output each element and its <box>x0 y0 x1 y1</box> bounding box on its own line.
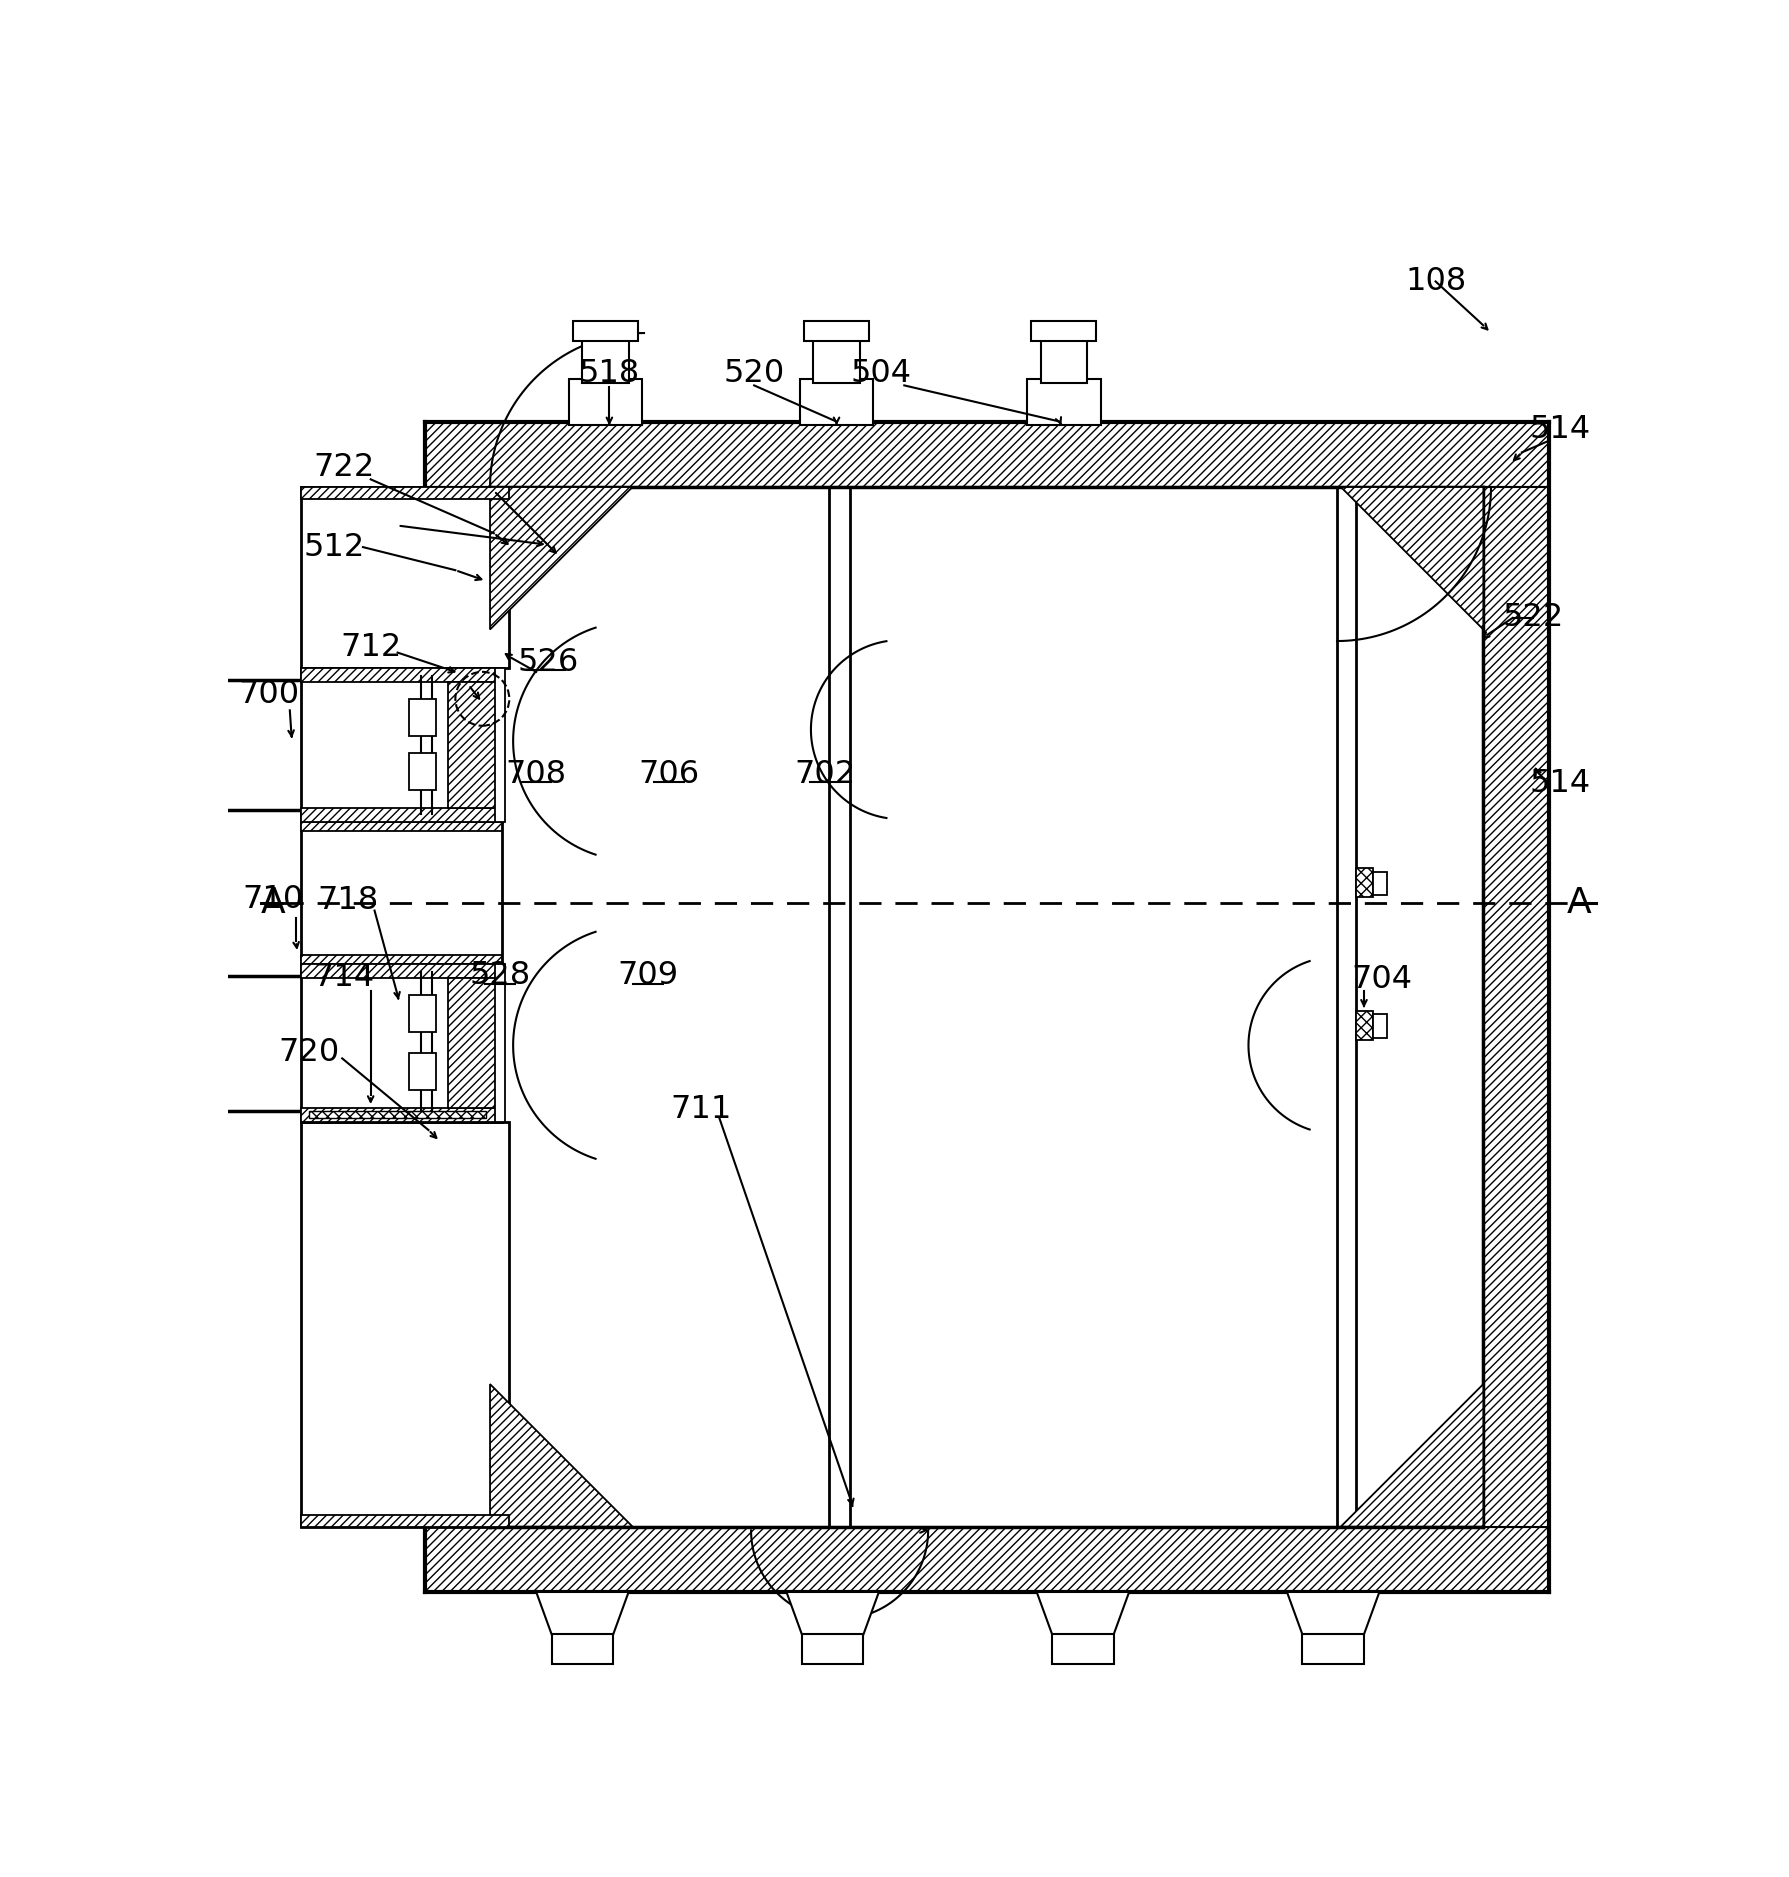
Text: 108: 108 <box>1404 267 1465 297</box>
Text: 522: 522 <box>1501 603 1564 633</box>
Bar <box>301 1515 510 1526</box>
Bar <box>496 668 504 822</box>
Text: 514: 514 <box>1530 413 1590 445</box>
Bar <box>301 965 501 1122</box>
Polygon shape <box>490 486 632 629</box>
Text: 512: 512 <box>302 531 365 563</box>
Bar <box>301 965 501 978</box>
Bar <box>301 1109 501 1122</box>
Polygon shape <box>1036 1592 1129 1635</box>
Bar <box>1356 1010 1372 1040</box>
Text: 720: 720 <box>279 1038 340 1068</box>
Text: A: A <box>261 886 284 920</box>
Bar <box>1302 1635 1363 1663</box>
Polygon shape <box>1340 486 1483 629</box>
Text: 520: 520 <box>723 359 784 389</box>
Polygon shape <box>1340 1383 1483 1526</box>
Bar <box>1372 873 1386 895</box>
Bar <box>301 822 501 965</box>
Polygon shape <box>785 1592 878 1635</box>
Bar <box>1052 1635 1113 1663</box>
Bar <box>301 1122 510 1526</box>
Bar <box>1039 336 1086 383</box>
Bar <box>812 336 859 383</box>
Bar <box>569 379 642 426</box>
Bar <box>551 1635 614 1663</box>
Bar <box>301 486 510 668</box>
Bar <box>424 422 1547 486</box>
Polygon shape <box>537 1592 628 1635</box>
Text: 702: 702 <box>794 758 855 790</box>
Text: 712: 712 <box>340 633 401 663</box>
Bar <box>800 379 873 426</box>
Bar <box>447 978 501 1109</box>
Bar <box>301 809 501 822</box>
Bar <box>301 822 501 832</box>
Bar <box>581 336 628 383</box>
Text: 526: 526 <box>517 648 578 678</box>
Text: A: A <box>1567 886 1590 920</box>
Text: 514: 514 <box>1530 768 1590 800</box>
Bar <box>1356 869 1372 897</box>
Bar <box>447 681 501 809</box>
Text: 528: 528 <box>469 961 530 991</box>
Bar <box>410 995 437 1032</box>
Bar <box>301 668 501 681</box>
Text: 711: 711 <box>669 1094 732 1124</box>
Bar <box>1027 379 1100 426</box>
Polygon shape <box>1286 1592 1379 1635</box>
Bar <box>424 1526 1547 1592</box>
Text: 708: 708 <box>504 758 567 790</box>
Bar <box>1483 486 1547 1526</box>
Text: 722: 722 <box>313 452 374 482</box>
Text: 518: 518 <box>578 359 640 389</box>
Text: 710: 710 <box>242 884 304 916</box>
Bar <box>410 1053 437 1091</box>
Bar <box>410 698 437 736</box>
Text: 718: 718 <box>317 886 377 916</box>
Text: 700: 700 <box>238 679 299 710</box>
Bar <box>301 668 501 822</box>
Text: 709: 709 <box>617 961 678 991</box>
Bar <box>1030 321 1095 342</box>
Bar <box>572 321 637 342</box>
Polygon shape <box>309 1111 487 1119</box>
Bar <box>496 965 504 1122</box>
Bar <box>803 321 868 342</box>
Polygon shape <box>490 1383 632 1526</box>
Bar <box>801 1635 862 1663</box>
Bar <box>301 486 510 499</box>
Text: 504: 504 <box>850 359 911 389</box>
Bar <box>424 486 490 1526</box>
Text: 714: 714 <box>313 963 374 993</box>
Bar <box>410 753 437 790</box>
Text: 706: 706 <box>637 758 699 790</box>
Bar <box>301 955 501 965</box>
Bar <box>1372 1014 1386 1038</box>
Text: 704: 704 <box>1351 965 1412 995</box>
